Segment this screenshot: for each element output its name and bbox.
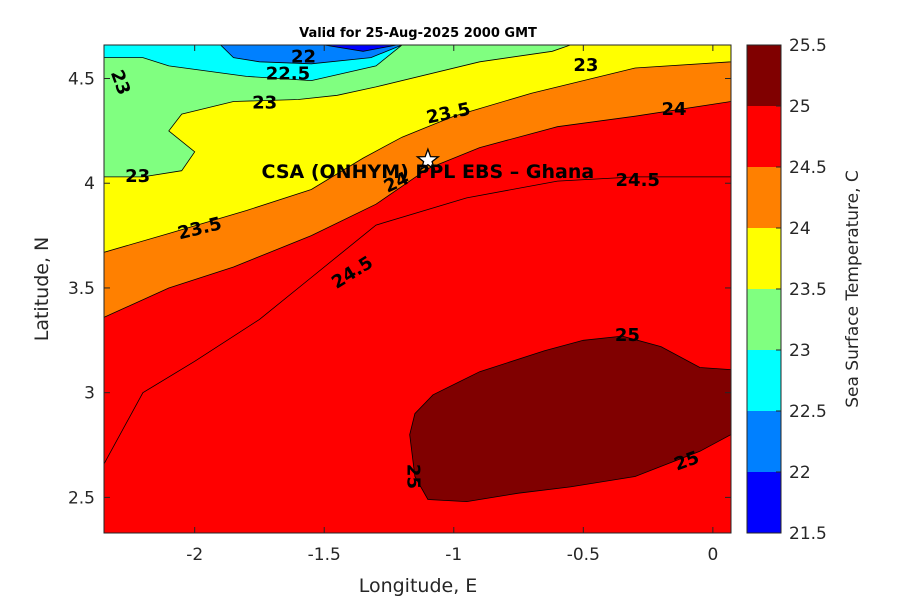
contour-label: 23 [125, 166, 150, 187]
contour-label: 23 [252, 93, 277, 114]
contour-region-25 [409, 335, 731, 503]
contour-label: 24 [661, 99, 686, 120]
colorbar-tick-label: 22.5 [789, 402, 827, 422]
site-label: CSA (ONHYM) PPL EBS – Ghana [262, 161, 595, 183]
contour-region-23 [104, 45, 571, 178]
contour-label: 22 [291, 47, 316, 68]
site-annotation: CSA (ONHYM) PPL EBS – Ghana [262, 147, 595, 183]
colorbar-swatch [747, 45, 781, 106]
colorbar-label: Sea Surface Temperature, C [843, 170, 863, 408]
colorbar-swatch [747, 411, 781, 472]
y-tick-label: 4.5 [68, 70, 95, 90]
colorbar-tick-label: 25.5 [789, 36, 827, 56]
colorbar-swatch [747, 228, 781, 289]
y-tick-label: 3 [84, 384, 95, 404]
colorbar-swatch [747, 167, 781, 228]
y-tick-label: 2.5 [68, 488, 95, 508]
x-axis-label: Longitude, E [359, 575, 478, 597]
y-axis-label: Latitude, N [31, 237, 53, 342]
plot-frame [103, 44, 732, 534]
colorbar-tick-label: 23 [789, 341, 811, 361]
colorbar-tick-label: 25 [789, 97, 811, 117]
contour-label: 25 [615, 325, 640, 346]
colorbar-tick-label: 24 [789, 219, 811, 239]
contour-label: 24.5 [616, 170, 660, 191]
colorbar-tick-label: 22 [789, 463, 811, 483]
x-tick-label: -2 [186, 545, 203, 565]
colorbar-swatch [747, 350, 781, 411]
y-axis: 2.5 3 3.5 4 4.5 [68, 70, 731, 508]
contour-label: 25 [402, 464, 423, 489]
colorbar-swatch [747, 289, 781, 350]
y-tick-label: 3.5 [68, 279, 95, 299]
colorbar-tick-label: 24.5 [789, 158, 827, 178]
colorbar: 21.5 22 22.5 23 23.5 24 24.5 25 25.5 [746, 36, 827, 544]
contour-label: 22.5 [266, 63, 310, 84]
colorbar-tick-label: 21.5 [789, 524, 827, 544]
contour-region-21-5 [324, 45, 397, 52]
contour-label: 23 [573, 55, 598, 76]
colorbar-tick-label: 23.5 [789, 280, 827, 300]
contour-fill-regions [104, 45, 731, 533]
site-star-marker [415, 147, 441, 171]
colorbar-swatch [747, 106, 781, 167]
x-tick-label: -1.5 [308, 545, 341, 565]
x-tick-label: 0 [707, 545, 718, 565]
x-tick-label: -1 [445, 545, 462, 565]
colorbar-swatch [747, 472, 781, 533]
x-axis: -2 -1.5 -1 -0.5 0 [186, 45, 718, 565]
y-tick-label: 4 [84, 174, 95, 194]
x-tick-label: -0.5 [567, 545, 600, 565]
chart-title: Valid for 25-Aug-2025 2000 GMT [299, 26, 537, 41]
